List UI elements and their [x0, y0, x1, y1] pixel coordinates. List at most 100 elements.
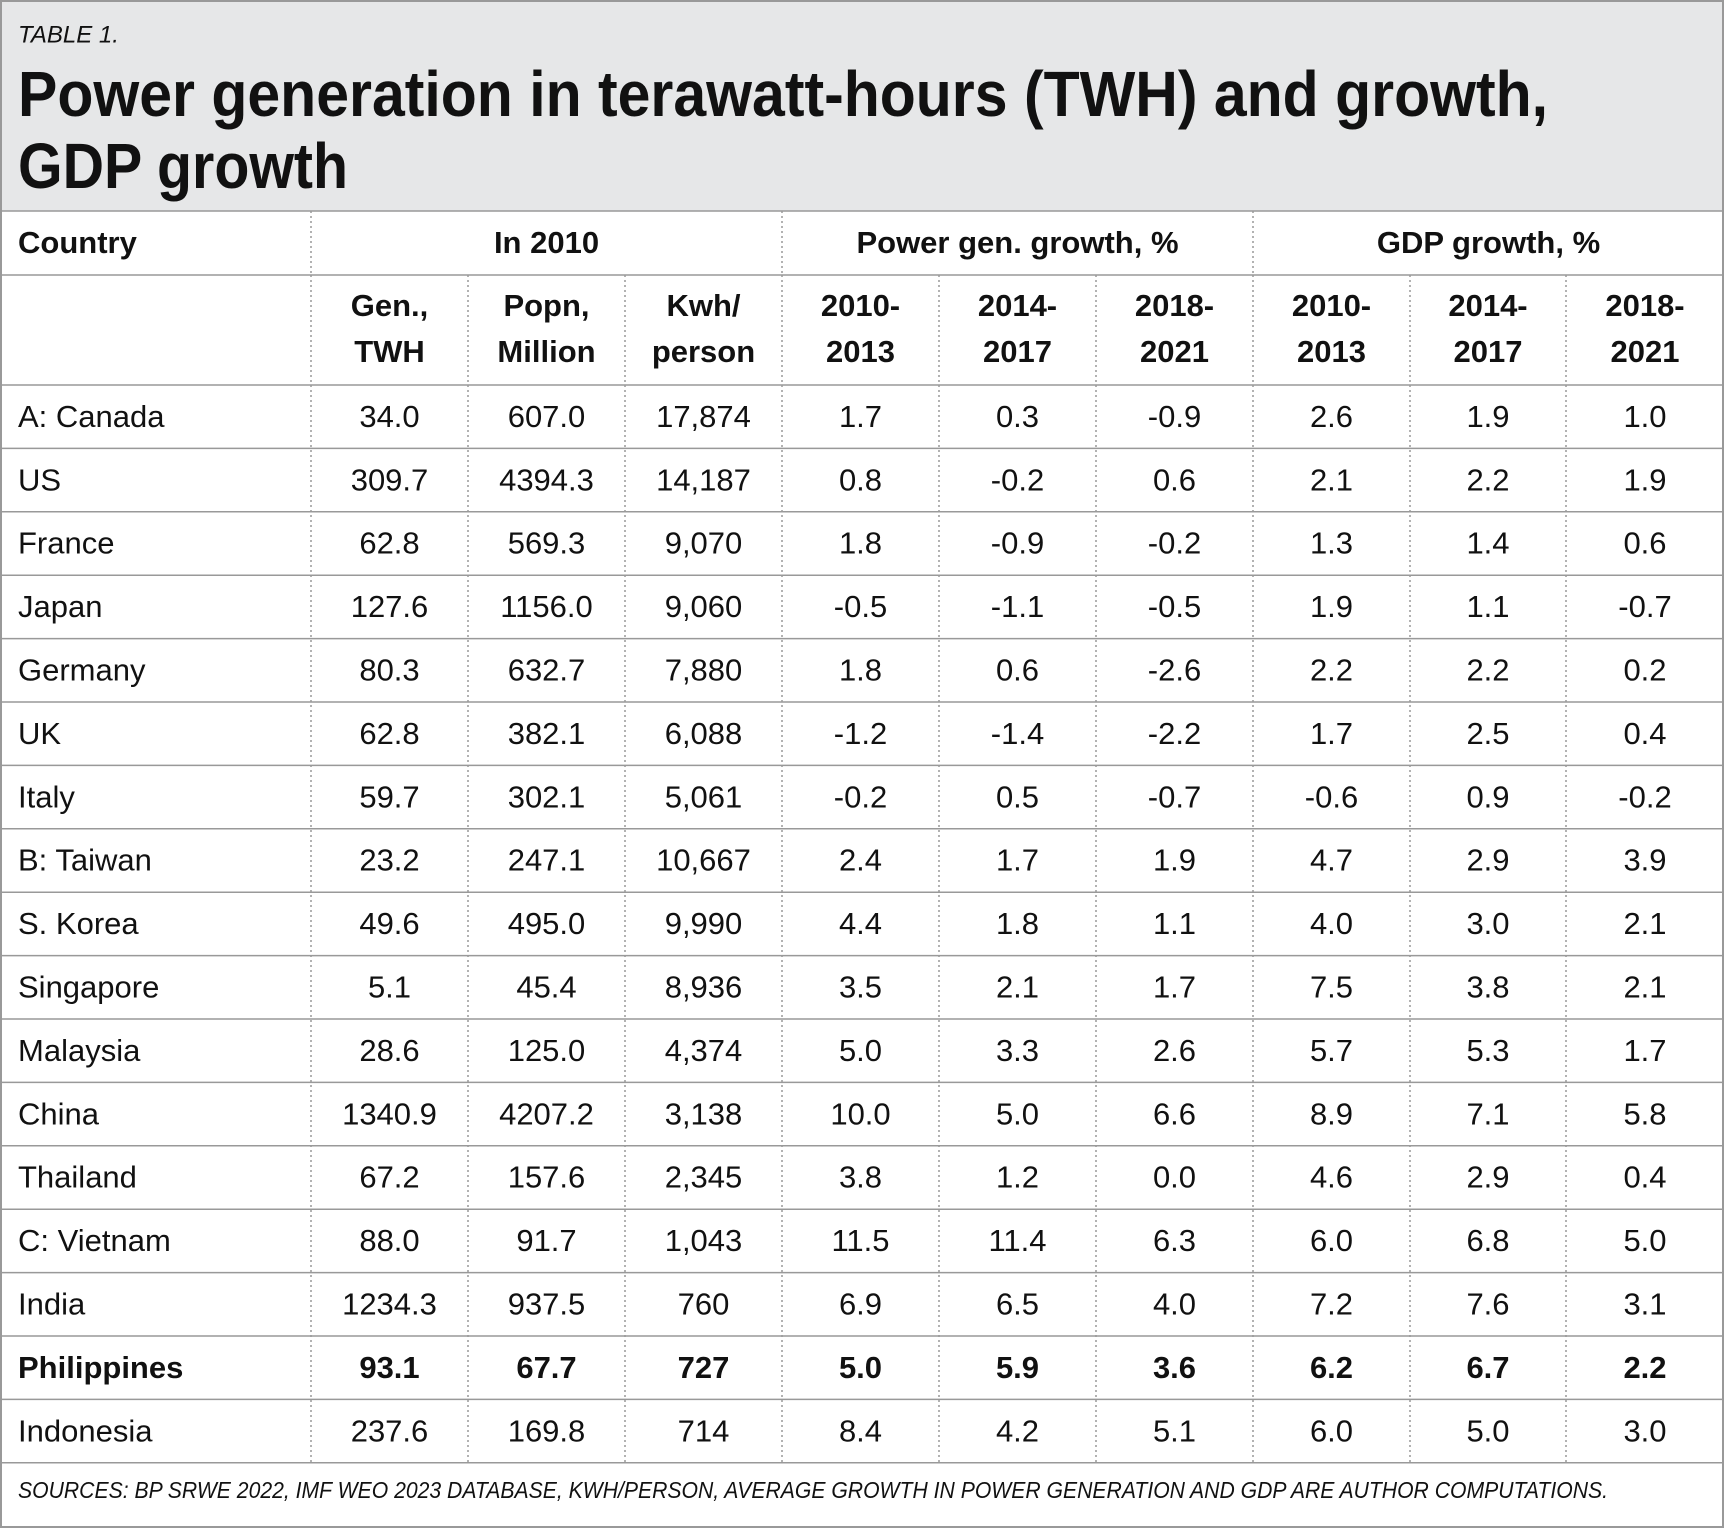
cell-value: 1.4	[1466, 526, 1509, 561]
cell-value: 2.6	[1310, 399, 1353, 434]
cell-value: 0.6	[1153, 462, 1196, 497]
cell-value: 8.9	[1310, 1096, 1353, 1131]
cell-value: 127.6	[351, 589, 429, 624]
cell-value: 3.9	[1623, 843, 1666, 878]
cell-value: 1.8	[839, 526, 882, 561]
cell-value: 6.8	[1466, 1223, 1509, 1258]
cell-value: -0.9	[991, 526, 1044, 561]
cell-value: 6.7	[1466, 1350, 1509, 1385]
cell-value: 6.5	[996, 1286, 1039, 1321]
cell-value: 4207.2	[499, 1096, 594, 1131]
cell-value: 7.6	[1466, 1286, 1509, 1321]
cell-value: 309.7	[351, 462, 429, 497]
row-label: A: Canada	[18, 399, 165, 434]
row-label: Japan	[18, 589, 102, 624]
cell-value: 2.6	[1153, 1033, 1196, 1068]
cell-value: -2.6	[1148, 652, 1201, 687]
cell-value: 302.1	[508, 779, 586, 814]
cell-value: -0.5	[834, 589, 887, 624]
cell-value: 2.1	[1310, 462, 1353, 497]
cell-value: 1.7	[996, 843, 1039, 878]
cell-value: 4.0	[1153, 1286, 1196, 1321]
cell-value: 5.0	[1466, 1413, 1509, 1448]
cell-value: 3.8	[839, 1160, 882, 1195]
cell-value: 6.0	[1310, 1223, 1353, 1258]
row-label: Thailand	[18, 1160, 137, 1195]
cell-value: 6.3	[1153, 1223, 1196, 1258]
row-label: Malaysia	[18, 1033, 141, 1068]
row-label: France	[18, 526, 114, 561]
cell-value: 0.6	[1623, 526, 1666, 561]
cell-value: 125.0	[508, 1033, 586, 1068]
cell-value: 2,345	[665, 1160, 743, 1195]
row-label: S. Korea	[18, 906, 139, 941]
column-header: 2018-	[1605, 288, 1684, 323]
cell-value: 3.1	[1623, 1286, 1666, 1321]
row-label: UK	[18, 716, 61, 751]
cell-value: 1.1	[1153, 906, 1196, 941]
cell-value: 3.3	[996, 1033, 1039, 1068]
cell-value: -1.4	[991, 716, 1044, 751]
cell-value: 1.8	[996, 906, 1039, 941]
column-header: 2017	[983, 334, 1052, 369]
cell-value: 17,874	[656, 399, 751, 434]
cell-value: 67.2	[359, 1160, 419, 1195]
source-note: SOURCES: BP SRWE 2022, IMF WEO 2023 DATA…	[18, 1477, 1608, 1503]
cell-value: 1234.3	[342, 1286, 437, 1321]
cell-value: 5.0	[996, 1096, 1039, 1131]
cell-value: 1.9	[1623, 462, 1666, 497]
cell-value: 6.0	[1310, 1413, 1353, 1448]
cell-value: 7.1	[1466, 1096, 1509, 1131]
cell-value: 0.0	[1153, 1160, 1196, 1195]
cell-value: 11.4	[988, 1223, 1046, 1258]
cell-value: 4.2	[996, 1413, 1039, 1448]
cell-value: 2.4	[839, 843, 882, 878]
table-label: TABLE 1.	[18, 21, 119, 48]
cell-value: 7.2	[1310, 1286, 1353, 1321]
cell-value: 0.4	[1623, 1160, 1666, 1195]
cell-value: 34.0	[359, 399, 419, 434]
row-label: India	[18, 1286, 86, 1321]
cell-value: 937.5	[508, 1286, 586, 1321]
cell-value: 23.2	[359, 843, 419, 878]
cell-value: -0.7	[1148, 779, 1201, 814]
cell-value: 4.0	[1310, 906, 1353, 941]
cell-value: 93.1	[359, 1350, 419, 1385]
cell-value: 9,070	[665, 526, 743, 561]
cell-value: 4.6	[1310, 1160, 1353, 1195]
cell-value: 5.9	[996, 1350, 1039, 1385]
cell-value: 727	[678, 1350, 730, 1385]
row-label: B: Taiwan	[18, 843, 152, 878]
row-label: Italy	[18, 779, 75, 814]
cell-value: 1340.9	[342, 1096, 437, 1131]
cell-value: 1.3	[1310, 526, 1353, 561]
row-label: Indonesia	[18, 1413, 153, 1448]
cell-value: 2.1	[996, 969, 1039, 1004]
cell-value: 11.5	[831, 1223, 889, 1258]
cell-value: 237.6	[351, 1413, 429, 1448]
cell-value: 1,043	[665, 1223, 743, 1258]
cell-value: 6.2	[1310, 1350, 1353, 1385]
cell-value: 2.9	[1466, 843, 1509, 878]
cell-value: -0.2	[991, 462, 1044, 497]
cell-value: 49.6	[359, 906, 419, 941]
cell-value: 2.9	[1466, 1160, 1509, 1195]
cell-value: 0.4	[1623, 716, 1666, 751]
column-header: 2010-	[1292, 288, 1371, 323]
column-header: TWH	[354, 334, 425, 369]
cell-value: 1.7	[1310, 716, 1353, 751]
row-label: C: Vietnam	[18, 1223, 171, 1258]
cell-value: 7.5	[1310, 969, 1353, 1004]
cell-value: 4,374	[665, 1033, 743, 1068]
column-header: person	[652, 334, 755, 369]
cell-value: -0.9	[1148, 399, 1201, 434]
row-label: Philippines	[18, 1350, 183, 1385]
cell-value: 169.8	[508, 1413, 586, 1448]
cell-value: 2.2	[1310, 652, 1353, 687]
cell-value: -0.2	[1618, 779, 1671, 814]
cell-value: 5.3	[1466, 1033, 1509, 1068]
cell-value: 0.3	[996, 399, 1039, 434]
column-header: 2013	[1297, 334, 1366, 369]
cell-value: 3.0	[1623, 1413, 1666, 1448]
